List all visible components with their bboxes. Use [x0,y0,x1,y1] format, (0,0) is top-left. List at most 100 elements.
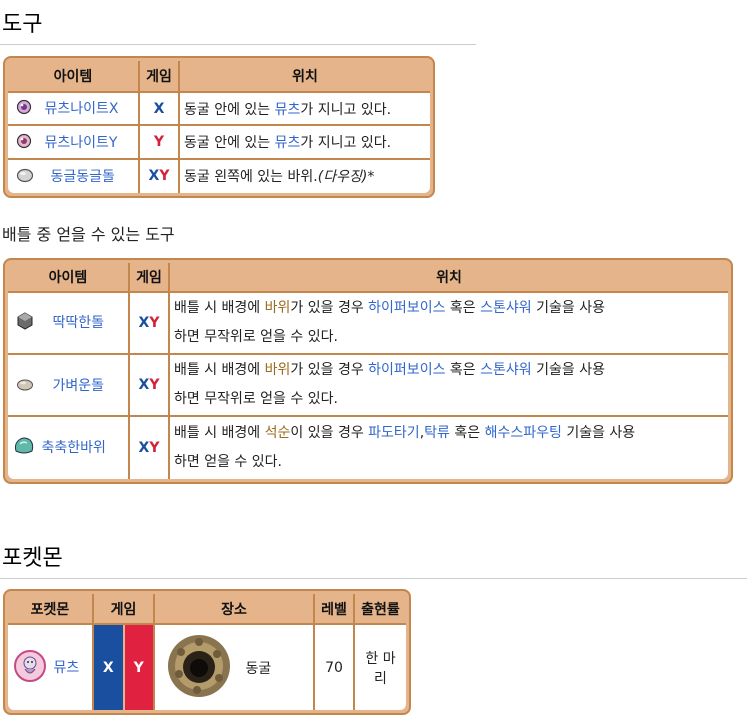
section-title-items: 도구 [2,12,43,37]
game-cell: XY [130,417,170,479]
mewtwonite-x-icon [16,99,32,119]
location-text: 가 지니고 있다. [300,135,392,152]
location-text: 혹은 [449,425,485,442]
round-stone-icon [16,167,34,187]
game-cell: XY [130,355,170,418]
location-text: , [419,425,425,442]
damp-rock-icon [13,436,35,460]
table-row: 뮤츠 X Y [8,625,406,710]
location-cell: 배틀 시 배경에 석순이 있을 경우 파도타기,탁류 혹은 해수스파우팅 기술을… [170,417,728,479]
header-game: 게임 [130,263,170,294]
table-row: 뮤츠나이트Y Y 동굴 안에 있는 뮤츠가 지니고 있다. [8,126,430,160]
location-text: 동굴 안에 있는 [184,135,275,152]
location-text: 가 지니고 있다. [300,101,392,118]
move-link[interactable]: 스톤샤워 [480,300,532,317]
place-name: 동굴 [245,660,272,677]
location-cell: 배틀 시 배경에 바위가 있을 경우 하이퍼보이스 혹은 스톤샤워 기술을 사용… [170,293,728,356]
terrain-link[interactable]: 바위 [264,362,291,379]
header-item: 아이템 [8,61,140,94]
battle-items-caption: 배틀 중 얻을 수 있는 도구 [2,225,175,244]
terrain-link[interactable]: 석순 [264,425,291,442]
mewtwo-icon [13,649,47,687]
item-link[interactable]: 동글동글돌 [50,168,115,185]
item-link[interactable]: 뮤츠나이트X [44,101,119,118]
location-text: 배틀 시 배경에 [174,362,265,379]
header-game: 게임 [140,61,180,94]
pokemon-link[interactable]: 뮤츠 [53,659,80,676]
place-cell: 동굴 [155,625,315,710]
location-text: 기술을 사용 [531,362,605,379]
section-title-pokemon: 포켓몬 [2,546,63,571]
table-row: 뮤츠나이트X X 동굴 안에 있는 뮤츠가 지니고 있다. [8,93,430,127]
location-text: 이 있을 경우 [290,425,369,442]
header-level: 레벨 [315,594,355,625]
location-text: 가 있을 경우 [290,362,369,379]
table-row: 딱딱한돌 XY 배틀 시 배경에 바위가 있을 경우 하이퍼보이스 혹은 스톤샤… [8,293,728,356]
location-cell: 동굴 안에 있는 뮤츠가 지니고 있다. [180,126,430,160]
terrain-link[interactable]: 바위 [264,300,291,317]
move-link[interactable]: 탁류 [424,425,450,442]
footnote-mark: * [367,169,375,186]
location-cell: 배틀 시 배경에 바위가 있을 경우 하이퍼보이스 혹은 스톤샤워 기술을 사용… [170,355,728,418]
float-stone-icon [16,377,34,395]
hard-stone-icon [16,312,34,334]
game-x-badge: X [138,315,150,332]
header-item: 아이템 [8,263,130,294]
rate-cell: 한 마리 [355,625,406,710]
game-y-badge: Y [159,168,170,185]
section-divider [0,44,476,45]
game-cell: X [140,93,180,127]
items-table: 아이템 게임 위치 뮤츠나이트X X 동굴 안에 있는 뮤츠가 지니고 있다. … [3,56,435,198]
item-link[interactable]: 딱딱한돌 [52,315,104,332]
location-text: 혹은 [445,362,481,379]
table-row: 축축한바위 XY 배틀 시 배경에 석순이 있을 경우 파도타기,탁류 혹은 해… [8,417,728,479]
item-link[interactable]: 뮤츠나이트Y [44,134,118,151]
header-game: 게임 [94,594,155,625]
table-row: 가벼운돌 XY 배틀 시 배경에 바위가 있을 경우 하이퍼보이스 혹은 스톤샤… [8,355,728,418]
location-cell: 동굴 안에 있는 뮤츠가 지니고 있다. [180,93,430,127]
game-cell: Y [140,126,180,160]
move-link[interactable]: 파도타기 [368,425,420,442]
item-link[interactable]: 축축한바위 [41,440,106,457]
game-cell: XY [130,293,170,356]
header-rate: 출현률 [355,594,406,625]
game-y-badge: Y [149,315,160,332]
game-x-badge: X [138,440,150,457]
game-y-badge: Y [149,440,160,457]
pokemon-link[interactable]: 뮤츠 [274,101,301,118]
move-link[interactable]: 스톤샤워 [480,362,532,379]
table-row: 동글동글돌 XY 동굴 왼쪽에 있는 바위.(다우징)* [8,159,430,193]
header-location: 위치 [180,61,430,94]
level-cell: 70 [315,625,355,710]
location-text: 하면 무작위로 얻을 수 있다. [174,391,338,408]
move-link[interactable]: 해수스파우팅 [484,425,562,442]
game-x-badge: X [138,377,150,394]
location-text: 가 있을 경우 [290,300,369,317]
move-link[interactable]: 하이퍼보이스 [368,362,446,379]
location-text: 하면 무작위로 얻을 수 있다. [174,329,338,346]
location-text: 동굴 왼쪽에 있는 바위. [184,169,318,186]
cave-location-image [167,634,231,702]
game-x-badge: X [148,168,160,185]
game-y-badge: Y [153,134,165,151]
location-text: 배틀 시 배경에 [174,425,265,442]
pokemon-table: 포켓몬 게임 장소 레벨 출현률 뮤츠 X Y [3,589,411,715]
game-cell: X Y [94,625,155,710]
location-text: 기술을 사용 [561,425,636,442]
pokemon-link[interactable]: 뮤츠 [274,135,301,152]
header-pokemon: 포켓몬 [8,594,94,625]
item-link[interactable]: 가벼운돌 [52,378,104,395]
header-place: 장소 [155,594,315,625]
game-cell: XY [140,159,180,193]
move-link[interactable]: 하이퍼보이스 [368,300,446,317]
game-x-badge: X [153,100,165,117]
location-text: 동굴 안에 있는 [184,101,275,118]
location-cell: 동굴 왼쪽에 있는 바위.(다우징)* [180,159,430,193]
location-text: 배틀 시 배경에 [174,300,265,317]
battle-items-table: 아이템 게임 위치 딱딱한돌 XY 배틀 시 배경에 바위가 있을 경우 하이퍼… [3,258,733,484]
location-text: 하면 얻을 수 있다. [174,454,282,471]
game-x-badge: X [94,625,125,710]
section-divider [0,578,747,579]
location-text: 혹은 [445,300,481,317]
game-y-badge: Y [124,625,153,710]
